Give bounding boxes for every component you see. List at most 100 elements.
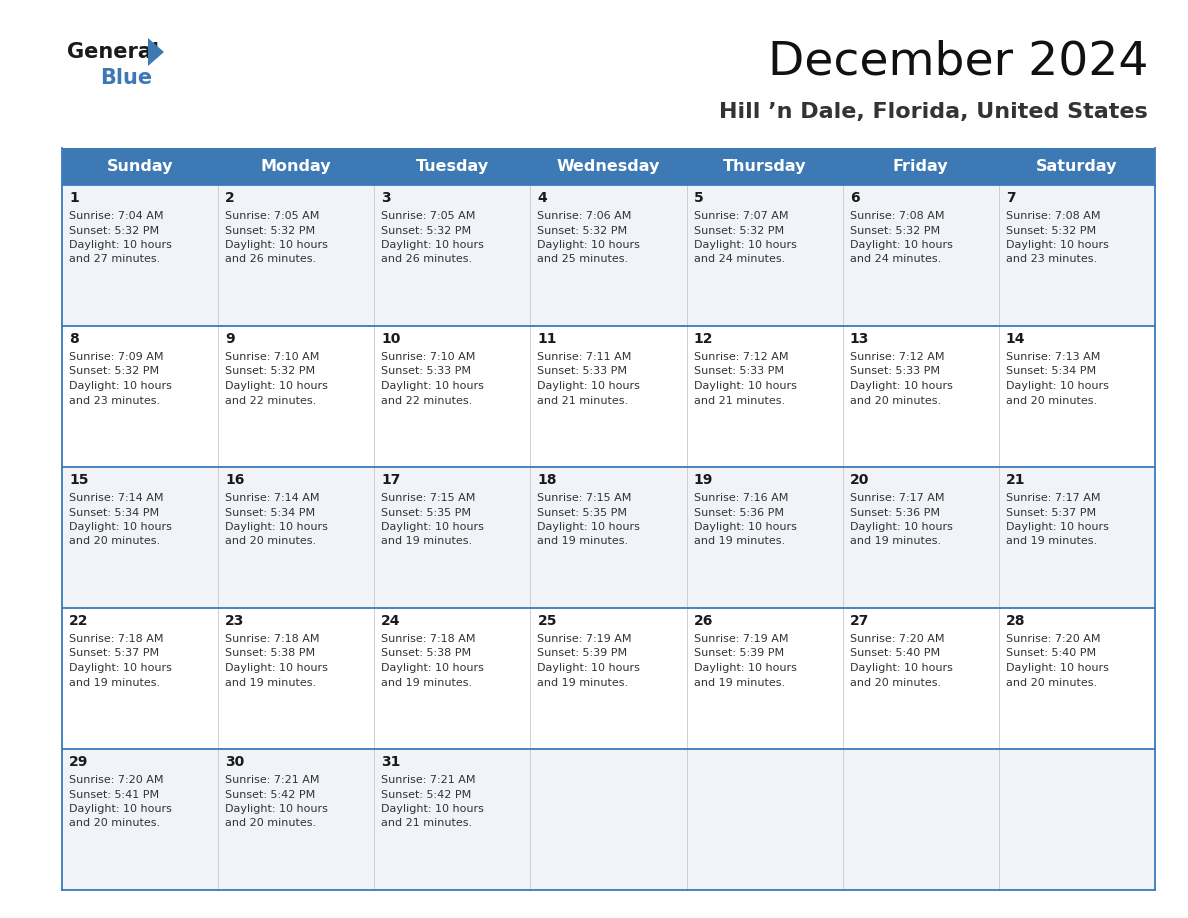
Bar	[62, 326, 1155, 467]
Text: Sunset: 5:33 PM: Sunset: 5:33 PM	[381, 366, 472, 376]
Text: Daylight: 10 hours: Daylight: 10 hours	[537, 240, 640, 250]
Text: 9: 9	[226, 332, 235, 346]
Text: and 20 minutes.: and 20 minutes.	[1006, 396, 1097, 406]
Text: Sunrise: 7:05 AM: Sunrise: 7:05 AM	[226, 211, 320, 221]
Bar	[62, 749, 1155, 890]
Text: Daylight: 10 hours: Daylight: 10 hours	[1006, 381, 1108, 391]
Text: Sunset: 5:32 PM: Sunset: 5:32 PM	[69, 366, 159, 376]
Text: Hill ’n Dale, Florida, United States: Hill ’n Dale, Florida, United States	[719, 102, 1148, 122]
Text: Thursday: Thursday	[722, 159, 807, 174]
Text: 12: 12	[694, 332, 713, 346]
Text: and 21 minutes.: and 21 minutes.	[381, 819, 473, 829]
Text: Sunrise: 7:21 AM: Sunrise: 7:21 AM	[381, 775, 475, 785]
Text: Daylight: 10 hours: Daylight: 10 hours	[69, 663, 172, 673]
Text: Sunset: 5:32 PM: Sunset: 5:32 PM	[69, 226, 159, 236]
Text: and 22 minutes.: and 22 minutes.	[226, 396, 316, 406]
Text: Daylight: 10 hours: Daylight: 10 hours	[226, 240, 328, 250]
Text: and 20 minutes.: and 20 minutes.	[69, 819, 160, 829]
Text: Daylight: 10 hours: Daylight: 10 hours	[849, 522, 953, 532]
Text: Daylight: 10 hours: Daylight: 10 hours	[849, 240, 953, 250]
Text: and 25 minutes.: and 25 minutes.	[537, 254, 628, 264]
Text: and 22 minutes.: and 22 minutes.	[381, 396, 473, 406]
Text: Saturday: Saturday	[1036, 159, 1118, 174]
Text: 19: 19	[694, 473, 713, 487]
Text: Sunrise: 7:14 AM: Sunrise: 7:14 AM	[226, 493, 320, 503]
Text: and 19 minutes.: and 19 minutes.	[694, 677, 785, 688]
Text: Sunrise: 7:16 AM: Sunrise: 7:16 AM	[694, 493, 788, 503]
Text: Sunset: 5:36 PM: Sunset: 5:36 PM	[849, 508, 940, 518]
Text: Daylight: 10 hours: Daylight: 10 hours	[694, 663, 796, 673]
Text: Daylight: 10 hours: Daylight: 10 hours	[849, 381, 953, 391]
Text: Sunset: 5:42 PM: Sunset: 5:42 PM	[381, 789, 472, 800]
Text: 21: 21	[1006, 473, 1025, 487]
Bar	[62, 185, 1155, 326]
Text: 11: 11	[537, 332, 557, 346]
Text: Sunrise: 7:12 AM: Sunrise: 7:12 AM	[849, 352, 944, 362]
Text: Sunset: 5:37 PM: Sunset: 5:37 PM	[1006, 508, 1097, 518]
Bar	[62, 608, 1155, 749]
Text: Daylight: 10 hours: Daylight: 10 hours	[381, 381, 485, 391]
Text: and 20 minutes.: and 20 minutes.	[226, 819, 316, 829]
Text: Daylight: 10 hours: Daylight: 10 hours	[226, 663, 328, 673]
Text: 27: 27	[849, 614, 870, 628]
Text: 7: 7	[1006, 191, 1016, 205]
Text: Daylight: 10 hours: Daylight: 10 hours	[537, 381, 640, 391]
Text: Sunset: 5:32 PM: Sunset: 5:32 PM	[226, 366, 315, 376]
Text: and 19 minutes.: and 19 minutes.	[1006, 536, 1097, 546]
Text: and 21 minutes.: and 21 minutes.	[537, 396, 628, 406]
Text: Daylight: 10 hours: Daylight: 10 hours	[694, 522, 796, 532]
Text: 26: 26	[694, 614, 713, 628]
Text: 6: 6	[849, 191, 859, 205]
Text: Friday: Friday	[893, 159, 948, 174]
Text: Daylight: 10 hours: Daylight: 10 hours	[381, 240, 485, 250]
Text: and 19 minutes.: and 19 minutes.	[69, 677, 160, 688]
Text: 28: 28	[1006, 614, 1025, 628]
Text: Sunrise: 7:05 AM: Sunrise: 7:05 AM	[381, 211, 475, 221]
Text: Sunset: 5:33 PM: Sunset: 5:33 PM	[537, 366, 627, 376]
Text: Tuesday: Tuesday	[416, 159, 489, 174]
Text: Sunrise: 7:08 AM: Sunrise: 7:08 AM	[849, 211, 944, 221]
Text: and 26 minutes.: and 26 minutes.	[381, 254, 473, 264]
Text: Sunset: 5:33 PM: Sunset: 5:33 PM	[849, 366, 940, 376]
Text: Sunset: 5:34 PM: Sunset: 5:34 PM	[69, 508, 159, 518]
Text: Sunrise: 7:13 AM: Sunrise: 7:13 AM	[1006, 352, 1100, 362]
Text: Sunrise: 7:09 AM: Sunrise: 7:09 AM	[69, 352, 164, 362]
Text: Sunrise: 7:20 AM: Sunrise: 7:20 AM	[849, 634, 944, 644]
Text: Sunrise: 7:08 AM: Sunrise: 7:08 AM	[1006, 211, 1100, 221]
Text: Sunrise: 7:10 AM: Sunrise: 7:10 AM	[381, 352, 475, 362]
Text: Daylight: 10 hours: Daylight: 10 hours	[381, 522, 485, 532]
Text: Sunrise: 7:19 AM: Sunrise: 7:19 AM	[694, 634, 788, 644]
Text: Sunset: 5:37 PM: Sunset: 5:37 PM	[69, 648, 159, 658]
Text: Daylight: 10 hours: Daylight: 10 hours	[537, 663, 640, 673]
Text: and 26 minutes.: and 26 minutes.	[226, 254, 316, 264]
Text: 25: 25	[537, 614, 557, 628]
Text: Daylight: 10 hours: Daylight: 10 hours	[694, 240, 796, 250]
Text: and 19 minutes.: and 19 minutes.	[694, 536, 785, 546]
Text: Daylight: 10 hours: Daylight: 10 hours	[1006, 240, 1108, 250]
Text: Sunset: 5:38 PM: Sunset: 5:38 PM	[226, 648, 315, 658]
Text: Sunrise: 7:15 AM: Sunrise: 7:15 AM	[381, 493, 475, 503]
Text: 15: 15	[69, 473, 88, 487]
Text: Sunrise: 7:12 AM: Sunrise: 7:12 AM	[694, 352, 788, 362]
Bar	[62, 148, 1155, 185]
Text: Sunset: 5:34 PM: Sunset: 5:34 PM	[1006, 366, 1097, 376]
Text: and 19 minutes.: and 19 minutes.	[537, 536, 628, 546]
Text: Daylight: 10 hours: Daylight: 10 hours	[381, 663, 485, 673]
Text: 24: 24	[381, 614, 400, 628]
Text: Sunrise: 7:15 AM: Sunrise: 7:15 AM	[537, 493, 632, 503]
Text: and 23 minutes.: and 23 minutes.	[1006, 254, 1097, 264]
Text: Sunrise: 7:04 AM: Sunrise: 7:04 AM	[69, 211, 164, 221]
Text: 20: 20	[849, 473, 870, 487]
Text: Daylight: 10 hours: Daylight: 10 hours	[69, 522, 172, 532]
Text: 1: 1	[69, 191, 78, 205]
Text: Sunset: 5:32 PM: Sunset: 5:32 PM	[1006, 226, 1097, 236]
Text: Sunset: 5:32 PM: Sunset: 5:32 PM	[381, 226, 472, 236]
Text: Sunset: 5:39 PM: Sunset: 5:39 PM	[537, 648, 627, 658]
Text: Sunrise: 7:11 AM: Sunrise: 7:11 AM	[537, 352, 632, 362]
Text: Sunrise: 7:14 AM: Sunrise: 7:14 AM	[69, 493, 164, 503]
Text: and 24 minutes.: and 24 minutes.	[694, 254, 785, 264]
Text: Sunset: 5:32 PM: Sunset: 5:32 PM	[849, 226, 940, 236]
Text: and 20 minutes.: and 20 minutes.	[69, 536, 160, 546]
Text: Daylight: 10 hours: Daylight: 10 hours	[381, 804, 485, 814]
Text: and 19 minutes.: and 19 minutes.	[226, 677, 316, 688]
